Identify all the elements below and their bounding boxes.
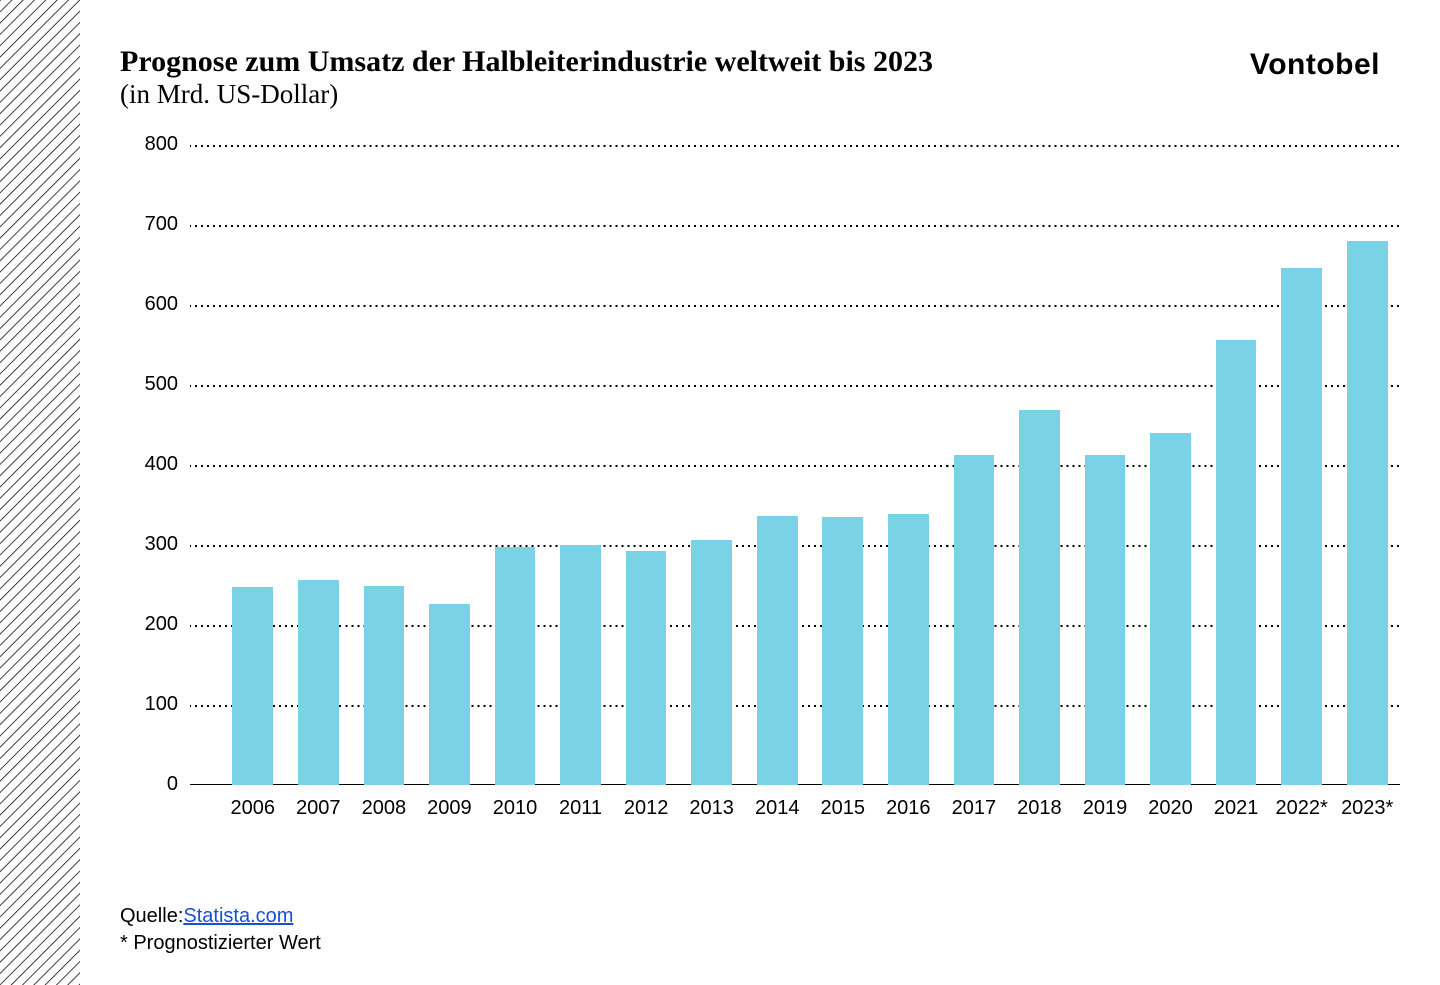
source-link[interactable]: Statista.com bbox=[183, 905, 293, 927]
bar bbox=[626, 551, 667, 785]
y-tick-label: 700 bbox=[120, 213, 178, 236]
gridline bbox=[190, 225, 1400, 227]
y-tick-label: 200 bbox=[120, 613, 178, 636]
bar bbox=[757, 516, 798, 785]
source-line: Quelle:Statista.com bbox=[120, 905, 321, 928]
bar bbox=[364, 586, 405, 785]
bar bbox=[1150, 433, 1191, 785]
bar bbox=[298, 580, 339, 785]
x-tick-label: 2022* bbox=[1269, 797, 1335, 820]
chart-subtitle: (in Mrd. US-Dollar) bbox=[120, 79, 1400, 110]
x-tick-label: 2012 bbox=[613, 797, 679, 820]
x-tick-label: 2007 bbox=[286, 797, 352, 820]
bar bbox=[691, 540, 732, 785]
y-tick-label: 300 bbox=[120, 533, 178, 556]
x-tick-label: 2021 bbox=[1203, 797, 1269, 820]
bar bbox=[1216, 340, 1257, 785]
chart-title: Prognose zum Umsatz der Halbleiterindust… bbox=[120, 45, 1400, 79]
content-area: Prognose zum Umsatz der Halbleiterindust… bbox=[100, 0, 1420, 985]
x-tick-label: 2019 bbox=[1072, 797, 1138, 820]
y-tick-label: 400 bbox=[120, 453, 178, 476]
bar bbox=[888, 514, 929, 785]
bar bbox=[1281, 268, 1322, 785]
y-tick-label: 500 bbox=[120, 373, 178, 396]
source-label: Quelle: bbox=[120, 905, 183, 927]
bar bbox=[429, 604, 470, 785]
y-tick-label: 100 bbox=[120, 693, 178, 716]
bar bbox=[954, 455, 995, 785]
x-tick-label: 2013 bbox=[679, 797, 745, 820]
bar bbox=[495, 547, 536, 785]
x-tick-label: 2008 bbox=[351, 797, 417, 820]
x-tick-label: 2009 bbox=[417, 797, 483, 820]
page: Prognose zum Umsatz der Halbleiterindust… bbox=[0, 0, 1440, 985]
x-tick-label: 2011 bbox=[548, 797, 614, 820]
bar bbox=[1019, 410, 1060, 785]
y-tick-label: 0 bbox=[120, 773, 178, 796]
bar bbox=[822, 517, 863, 785]
footnote: * Prognostizierter Wert bbox=[120, 932, 321, 955]
x-tick-label: 2018 bbox=[1007, 797, 1073, 820]
x-tick-label: 2016 bbox=[876, 797, 942, 820]
y-tick-label: 600 bbox=[120, 293, 178, 316]
y-tick-label: 800 bbox=[120, 133, 178, 156]
bar bbox=[1347, 241, 1388, 785]
bar bbox=[1085, 455, 1126, 785]
x-tick-label: 2015 bbox=[810, 797, 876, 820]
chart: 0100200300400500600700800 20062007200820… bbox=[120, 145, 1380, 825]
hatch-decoration bbox=[0, 0, 80, 985]
x-tick-label: 2014 bbox=[744, 797, 810, 820]
x-tick-label: 2020 bbox=[1138, 797, 1204, 820]
brand-logo: Vontobel bbox=[1250, 48, 1380, 82]
bar bbox=[560, 545, 601, 785]
x-tick-label: 2017 bbox=[941, 797, 1007, 820]
header: Prognose zum Umsatz der Halbleiterindust… bbox=[100, 0, 1420, 110]
x-axis: 2006200720082009201020112012201320142015… bbox=[190, 785, 1400, 825]
x-tick-label: 2023* bbox=[1334, 797, 1400, 820]
plot-area: 0100200300400500600700800 bbox=[190, 145, 1400, 785]
x-tick-label: 2010 bbox=[482, 797, 548, 820]
gridline bbox=[190, 145, 1400, 147]
x-tick-label: 2006 bbox=[220, 797, 286, 820]
footer: Quelle:Statista.com * Prognostizierter W… bbox=[120, 905, 321, 955]
gridline bbox=[190, 305, 1400, 307]
bar bbox=[232, 587, 273, 785]
